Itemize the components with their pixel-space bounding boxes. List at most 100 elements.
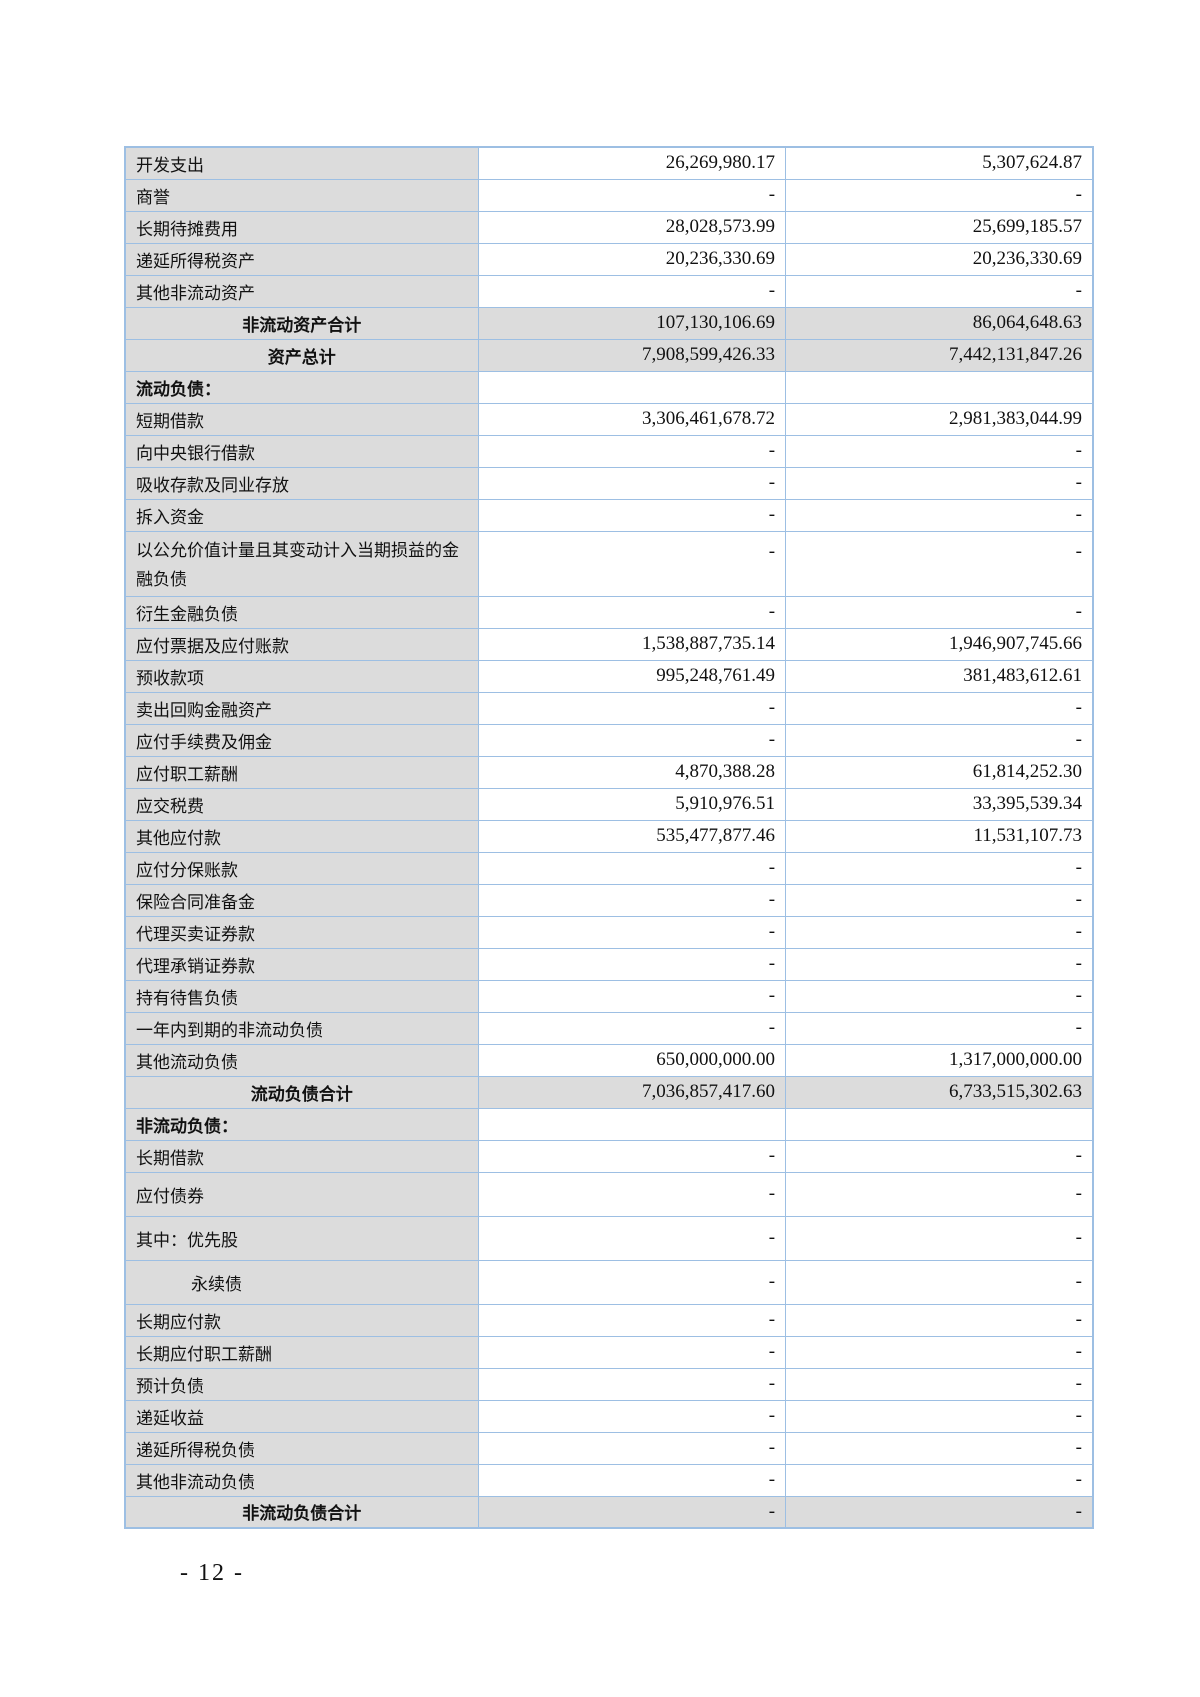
row-label: 商誉 (124, 178, 479, 212)
table-row: 吸收存款及同业存放 - - (124, 466, 1094, 500)
row-label: 应付职工薪酬 (124, 755, 479, 789)
row-label: 卖出回购金融资产 (124, 691, 479, 725)
previous-value: - (785, 851, 1094, 885)
page-number: - 12 - (180, 1560, 244, 1586)
previous-value: - (785, 1463, 1094, 1497)
table-row: 其他流动负债 650,000,000.00 1,317,000,000.00 (124, 1043, 1094, 1077)
current-value: - (477, 723, 787, 757)
row-label: 应付票据及应付账款 (124, 627, 479, 661)
table-row: 长期应付款 - - (124, 1303, 1094, 1337)
current-value: 28,028,573.99 (477, 210, 787, 244)
row-label: 资产总计 (124, 338, 479, 372)
table-row: 持有待售负债 - - (124, 979, 1094, 1013)
table-row: 代理买卖证券款 - - (124, 915, 1094, 949)
previous-value: 6,733,515,302.63 (785, 1075, 1094, 1109)
current-value: - (477, 1303, 787, 1337)
previous-value: - (785, 1171, 1094, 1217)
previous-value: - (785, 691, 1094, 725)
current-value: 3,306,461,678.72 (477, 402, 787, 436)
previous-value: 381,483,612.61 (785, 659, 1094, 693)
current-value: - (477, 1431, 787, 1465)
previous-value: - (785, 595, 1094, 629)
current-value: - (477, 1399, 787, 1433)
previous-value: - (785, 1431, 1094, 1465)
previous-value: - (785, 1367, 1094, 1401)
previous-value: - (785, 178, 1094, 212)
previous-value (785, 1107, 1094, 1141)
previous-value: 5,307,624.87 (785, 146, 1094, 180)
row-label: 持有待售负债 (124, 979, 479, 1013)
table-row: 递延收益 - - (124, 1399, 1094, 1433)
previous-value: - (785, 1303, 1094, 1337)
current-value: - (477, 883, 787, 917)
previous-value: - (785, 434, 1094, 468)
table-row: 长期应付职工薪酬 - - (124, 1335, 1094, 1369)
table-row: 应交税费 5,910,976.51 33,395,539.34 (124, 787, 1094, 821)
previous-value: - (785, 1011, 1094, 1045)
previous-value: - (785, 979, 1094, 1013)
row-label: 应付手续费及佣金 (124, 723, 479, 757)
current-value: - (477, 1139, 787, 1173)
current-value: - (477, 1367, 787, 1401)
table-row: 保险合同准备金 - - (124, 883, 1094, 917)
current-value: - (477, 1495, 787, 1529)
table-row: 流动负债： (124, 370, 1094, 404)
previous-value: 20,236,330.69 (785, 242, 1094, 276)
table-row: 应付职工薪酬 4,870,388.28 61,814,252.30 (124, 755, 1094, 789)
row-label: 非流动资产合计 (124, 306, 479, 340)
balance-sheet-table: 开发支出 26,269,980.17 5,307,624.87 商誉 - - 长期待摊费用 2… (124, 146, 1094, 1529)
current-value: - (477, 851, 787, 885)
row-label: 应交税费 (124, 787, 479, 821)
current-value: 1,538,887,735.14 (477, 627, 787, 661)
table-row: 应付分保账款 - - (124, 851, 1094, 885)
previous-value: - (785, 1259, 1094, 1305)
previous-value: 1,317,000,000.00 (785, 1043, 1094, 1077)
previous-value: - (785, 1495, 1094, 1529)
previous-value: - (785, 1139, 1094, 1173)
row-label: 非流动负债合计 (124, 1495, 479, 1529)
row-label: 其他流动负债 (124, 1043, 479, 1077)
row-label: 长期待摊费用 (124, 210, 479, 244)
current-value: 5,910,976.51 (477, 787, 787, 821)
table-row: 代理承销证券款 - - (124, 947, 1094, 981)
row-label: 其中：优先股 (124, 1215, 479, 1261)
current-value: - (477, 595, 787, 629)
row-label: 长期借款 (124, 1139, 479, 1173)
current-value (477, 370, 787, 404)
current-value: 4,870,388.28 (477, 755, 787, 789)
table-row: 衍生金融负债 - - (124, 595, 1094, 629)
current-value: - (477, 178, 787, 212)
current-value (477, 1107, 787, 1141)
row-label: 递延所得税资产 (124, 242, 479, 276)
current-value: - (477, 979, 787, 1013)
current-value: - (477, 1171, 787, 1217)
current-value: - (477, 530, 787, 597)
row-label: 流动负债： (124, 370, 479, 404)
table-row: 预收款项 995,248,761.49 381,483,612.61 (124, 659, 1094, 693)
row-label: 吸收存款及同业存放 (124, 466, 479, 500)
current-value: - (477, 1215, 787, 1261)
table-row: 长期待摊费用 28,028,573.99 25,699,185.57 (124, 210, 1094, 244)
table-row: 向中央银行借款 - - (124, 434, 1094, 468)
previous-value: 1,946,907,745.66 (785, 627, 1094, 661)
current-value: - (477, 274, 787, 308)
table-row: 其他非流动负债 - - (124, 1463, 1094, 1497)
table-row: 开发支出 26,269,980.17 5,307,624.87 (124, 146, 1094, 180)
current-value: - (477, 1463, 787, 1497)
table-row: 其他应付款 535,477,877.46 11,531,107.73 (124, 819, 1094, 853)
current-value: - (477, 1335, 787, 1369)
row-label: 预收款项 (124, 659, 479, 693)
previous-value: - (785, 498, 1094, 532)
table-row: 其他非流动资产 - - (124, 274, 1094, 308)
table-row: 长期借款 - - (124, 1139, 1094, 1173)
table-row: 永续债 - - (124, 1259, 1094, 1305)
previous-value (785, 370, 1094, 404)
previous-value: 11,531,107.73 (785, 819, 1094, 853)
row-label: 流动负债合计 (124, 1075, 479, 1109)
row-label: 长期应付款 (124, 1303, 479, 1337)
table-row: 资产总计 7,908,599,426.33 7,442,131,847.26 (124, 338, 1094, 372)
row-label: 其他非流动资产 (124, 274, 479, 308)
row-label: 短期借款 (124, 402, 479, 436)
table-row: 非流动负债： (124, 1107, 1094, 1141)
row-label: 一年内到期的非流动负债 (124, 1011, 479, 1045)
